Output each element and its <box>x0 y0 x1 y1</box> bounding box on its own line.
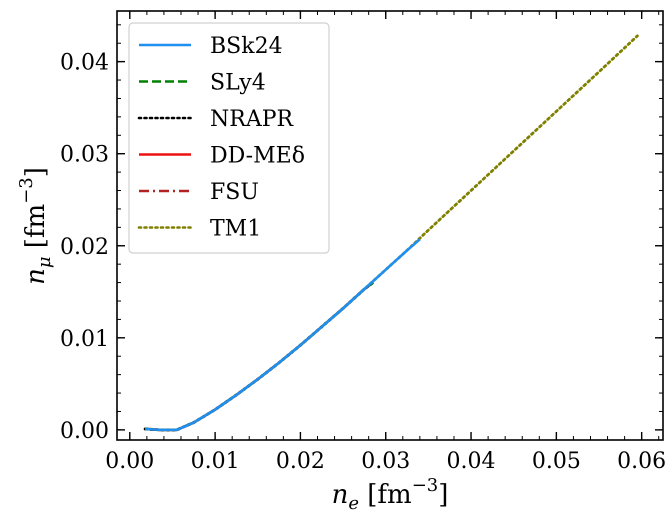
x-axis-close: ] <box>438 480 448 510</box>
y-tick-label: 0.02 <box>60 235 109 260</box>
x-axis-unit: [fm <box>359 480 412 510</box>
y-axis-exponent: −3 <box>16 177 37 204</box>
y-axis-unit: [fm <box>21 204 51 257</box>
legend-label-fsu: FSU <box>210 180 259 205</box>
series-layer <box>143 34 639 432</box>
tick-label-layer: 0.00 0.01 0.02 0.03 0.04 0.05 0.06 0.00 0.01 0.02… <box>60 51 666 474</box>
series-line-dd-me- <box>145 281 374 432</box>
x-axis-label: ne [fm−3] <box>332 475 449 512</box>
y-axis-symbol: n <box>21 268 51 285</box>
x-tick-label: 0.05 <box>532 449 581 474</box>
legend-label-sly4: SLy4 <box>210 71 266 96</box>
x-axis-symbol: n <box>332 480 349 510</box>
y-tick-label: 0.04 <box>60 51 109 76</box>
series-line-bsk24 <box>145 238 421 432</box>
y-tick-label: 0.00 <box>60 419 109 444</box>
series-line-nrapr <box>143 281 375 432</box>
legend-entries: BSk24 SLy4 NRAPR DD-MEδ FSU TM1 <box>137 34 305 242</box>
y-axis-label-group: nμ [fm−3] <box>16 167 55 285</box>
y-tick-label: 0.01 <box>60 327 109 352</box>
y-axis-label: nμ [fm−3] <box>16 167 55 285</box>
x-axis-subscript: e <box>348 493 359 512</box>
legend-label-bsk24: BSk24 <box>210 34 283 59</box>
series-line-fsu <box>145 281 374 432</box>
x-tick-label: 0.02 <box>276 449 325 474</box>
x-tick-label: 0.03 <box>361 449 410 474</box>
x-axis-exponent: −3 <box>412 475 439 496</box>
x-tick-label: 0.01 <box>191 449 240 474</box>
x-tick-label: 0.06 <box>617 449 666 474</box>
x-tick-label: 0.00 <box>105 449 154 474</box>
legend: BSk24 SLy4 NRAPR DD-MEδ FSU TM1 <box>128 22 330 254</box>
x-tick-label: 0.04 <box>447 449 496 474</box>
legend-label-nrapr: NRAPR <box>210 107 295 132</box>
plot-frame <box>116 10 664 441</box>
y-tick-label: 0.03 <box>60 143 109 168</box>
y-axis-subscript: μ <box>34 256 55 268</box>
legend-label-tm1: TM1 <box>210 217 261 242</box>
y-axis-close: ] <box>21 167 51 177</box>
tick-layer <box>117 11 663 440</box>
legend-label-dd-me-: DD-MEδ <box>210 144 305 169</box>
series-line-sly4 <box>145 281 374 432</box>
